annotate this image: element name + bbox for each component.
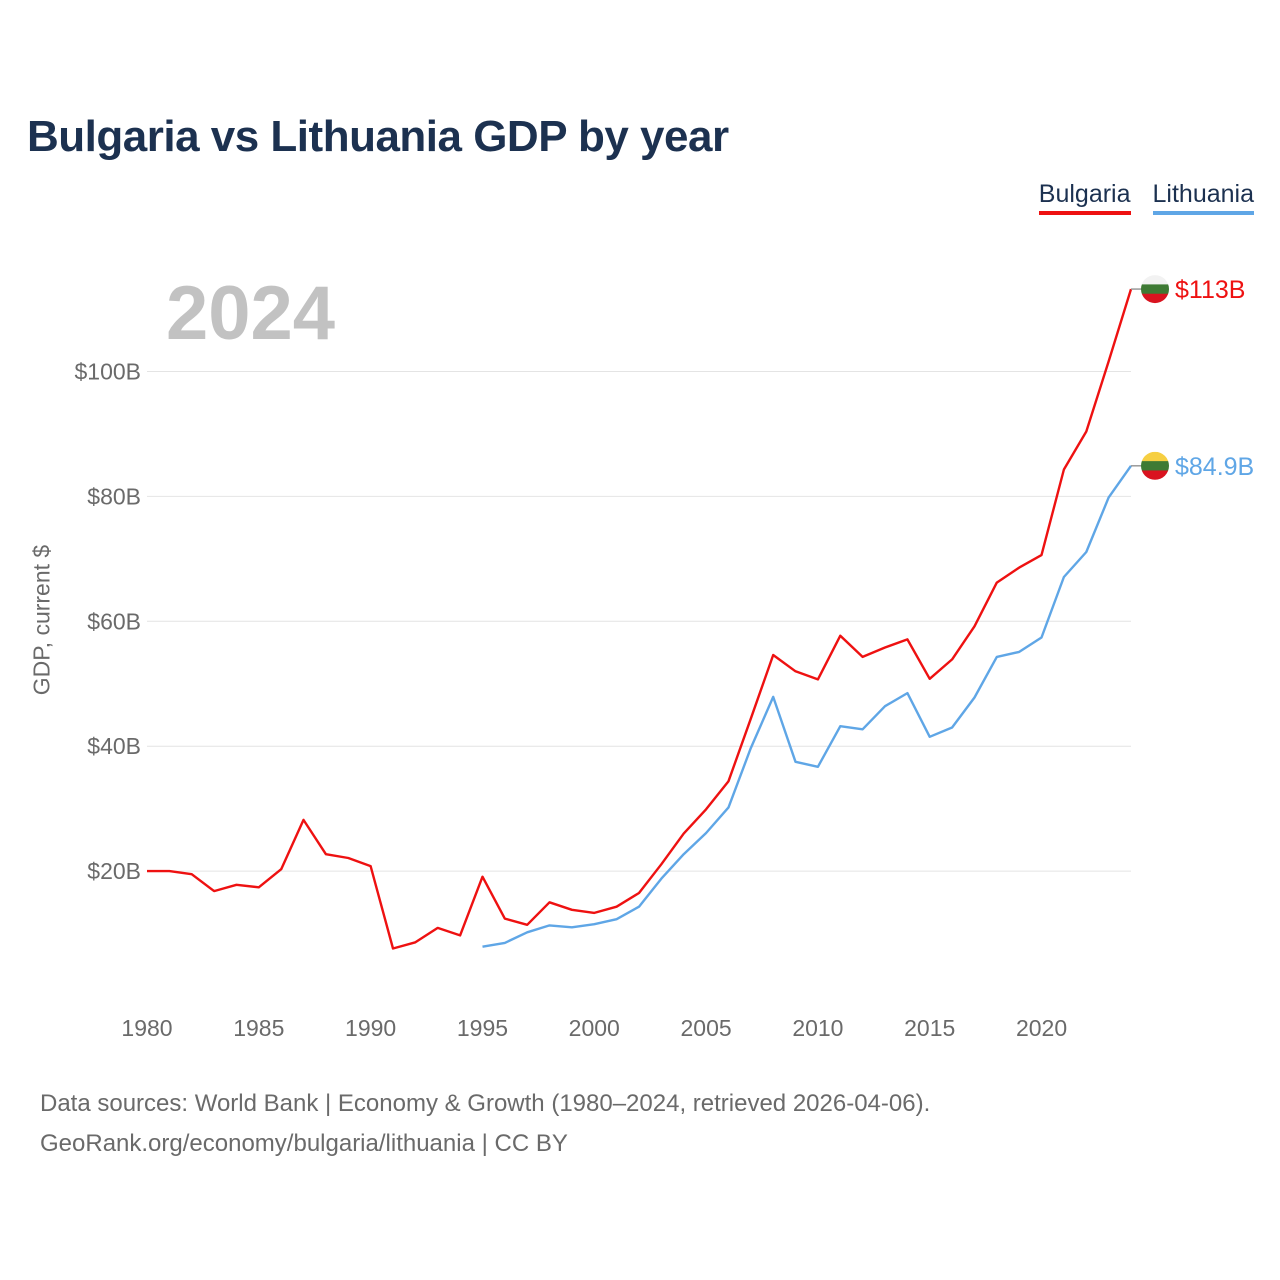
series-line-lithuania	[482, 465, 1132, 948]
legend: Bulgaria Lithuania	[1038, 180, 1254, 215]
series-line-bulgaria	[147, 288, 1133, 950]
source-line-1: Data sources: World Bank | Economy & Gro…	[40, 1090, 931, 1117]
x-tick-label: 2000	[569, 1015, 620, 1041]
y-tick-label: $60B	[87, 608, 141, 634]
year-watermark: 2024	[166, 271, 336, 356]
source-line-2[interactable]: GeoRank.org/economy/bulgaria/lithuania |…	[40, 1130, 568, 1157]
flag-icon-lithuania	[1141, 451, 1169, 480]
x-tick-label: 2015	[904, 1015, 955, 1041]
end-value-label-lithuania: $84.9B	[1175, 453, 1254, 481]
y-tick-label: $80B	[87, 483, 141, 509]
x-tick-label: 2005	[681, 1015, 732, 1041]
x-tick-label: 1995	[457, 1015, 508, 1041]
x-tick-label: 2010	[792, 1015, 843, 1041]
y-tick-label: $40B	[87, 733, 141, 759]
chart-title: Bulgaria vs Lithuania GDP by year	[27, 112, 729, 161]
y-tick-label: $20B	[87, 858, 141, 884]
legend-item-bulgaria[interactable]: Bulgaria	[1038, 180, 1131, 215]
source-note: Data sources: World Bank | Economy & Gro…	[40, 1084, 930, 1164]
x-tick-label: 1990	[345, 1015, 396, 1041]
y-tick-label: $100B	[74, 359, 141, 385]
x-tick-label: 2020	[1016, 1015, 1067, 1041]
x-tick-label: 1980	[121, 1015, 172, 1041]
x-tick-label: 1985	[233, 1015, 284, 1041]
legend-item-lithuania[interactable]: Lithuania	[1152, 180, 1254, 215]
flag-icon-bulgaria	[1141, 275, 1169, 304]
end-value-label-bulgaria: $113B	[1175, 276, 1245, 304]
